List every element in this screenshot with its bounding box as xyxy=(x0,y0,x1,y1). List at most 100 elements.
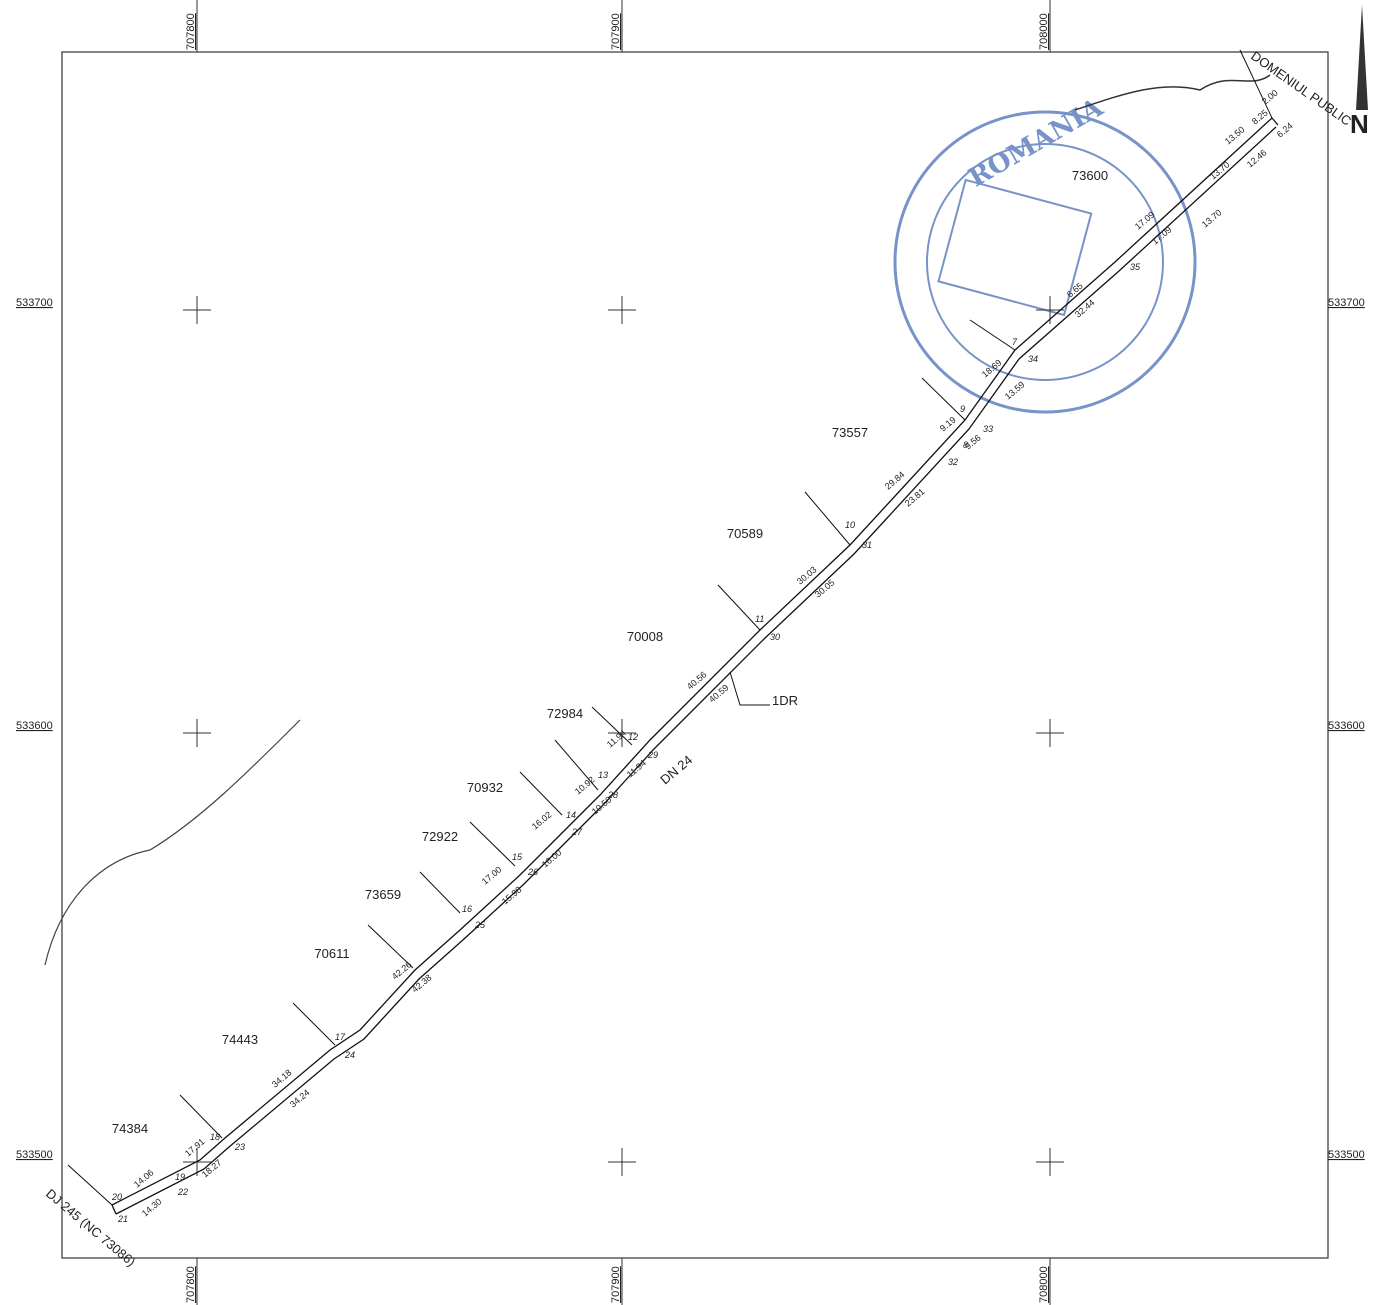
parcel-boundary xyxy=(804,491,851,546)
parcel-boundary xyxy=(179,1094,223,1139)
segment-length: 40.59 xyxy=(707,682,731,704)
parcel-number: 70589 xyxy=(727,526,763,541)
stamp-inner xyxy=(926,143,1164,381)
signature xyxy=(1074,74,1271,111)
segment-length: 34.24 xyxy=(288,1087,312,1109)
parcel-number: 72984 xyxy=(547,706,583,721)
handwriting xyxy=(44,719,301,966)
segment-length: 42.38 xyxy=(410,972,434,994)
x-coord-label: 707900 xyxy=(610,13,622,50)
y-coord-label: 533600 xyxy=(1328,720,1365,732)
point-number: 22 xyxy=(177,1187,188,1197)
point-number: 10 xyxy=(845,520,855,530)
parcel-boundary xyxy=(1239,49,1273,119)
road-edge-south xyxy=(115,126,1277,1215)
point-number: 12 xyxy=(628,732,638,742)
parcel-boundary xyxy=(469,821,516,867)
point-number: 15 xyxy=(512,852,523,862)
x-coord-label: 708000 xyxy=(1038,13,1050,50)
parcel-boundary xyxy=(419,871,461,914)
segment-length: 34.18 xyxy=(270,1067,294,1089)
stamp-emblem xyxy=(937,178,1093,317)
parcel-boundary xyxy=(367,924,414,969)
point-number: 23 xyxy=(234,1142,245,1152)
parcel-number: 74443 xyxy=(222,1032,258,1047)
segment-length: 2.00 xyxy=(1260,88,1280,107)
y-coord-label: 533700 xyxy=(16,297,53,309)
point-number: 26 xyxy=(527,867,538,877)
parcel-boundary xyxy=(969,319,1016,351)
parcel-number: 73600 xyxy=(1072,168,1108,183)
point-number: 35 xyxy=(1130,262,1141,272)
segment-length: 17.91 xyxy=(183,1136,207,1158)
segment-length: 10.92 xyxy=(573,774,597,796)
segment-length: 12.46 xyxy=(1245,147,1269,169)
parcel-boundary xyxy=(921,377,966,421)
map-frame xyxy=(61,51,1329,1259)
parcel-boundary xyxy=(717,584,761,631)
point-number: 13 xyxy=(598,770,608,780)
parcel-number: 70932 xyxy=(467,780,503,795)
parcel-number: 73557 xyxy=(832,425,868,440)
road-end xyxy=(111,1204,117,1215)
road-edge-north xyxy=(111,117,1273,1206)
segment-length: 18.69 xyxy=(980,357,1004,379)
parcel-number: 70611 xyxy=(314,946,349,961)
y-coord-label: 533500 xyxy=(16,1149,53,1161)
parcel-boundary xyxy=(519,771,563,816)
x-coord-label: 708000 xyxy=(1038,1266,1050,1303)
point-number: 31 xyxy=(862,540,872,550)
segment-length: 17.00 xyxy=(480,864,504,886)
parcel-number: 70008 xyxy=(627,629,663,644)
point-number: 24 xyxy=(344,1050,355,1060)
parcel-boundary xyxy=(554,739,599,791)
x-coord-label: 707800 xyxy=(185,1266,197,1303)
segment-length: 11.94 xyxy=(605,728,628,750)
x-coord-label: 707900 xyxy=(610,1266,622,1303)
point-number: 25 xyxy=(474,920,486,930)
segment-length: 40.56 xyxy=(685,669,709,691)
road-label: DN 24 xyxy=(657,752,695,787)
point-number: 8 xyxy=(963,440,968,450)
segment-length: 13.70 xyxy=(1200,207,1224,229)
segment-length: 11.94 xyxy=(625,758,648,780)
segment-length: 13.59 xyxy=(1003,379,1027,401)
parcel-boundary xyxy=(292,1002,336,1046)
north-label: N xyxy=(1350,109,1369,139)
x-coord-label: 707800 xyxy=(185,13,197,50)
point-number: 30 xyxy=(770,632,780,642)
road-end xyxy=(1271,117,1279,126)
north-arrow xyxy=(1356,5,1368,110)
parcel-number: 72922 xyxy=(422,829,458,844)
point-number: 14 xyxy=(566,810,576,820)
segment-length: 6.24 xyxy=(1275,121,1295,140)
parcel-number: 74384 xyxy=(112,1121,148,1136)
segment-length: 30.05 xyxy=(813,577,837,599)
segment-length: 18.27 xyxy=(200,1157,224,1179)
segment-length: 30.03 xyxy=(795,564,819,586)
point-number: 21 xyxy=(117,1214,128,1224)
stamp: ROMANIA xyxy=(893,92,1197,414)
point-number: 9 xyxy=(960,404,965,414)
point-number: 32 xyxy=(948,457,958,467)
point-number: 33 xyxy=(983,424,993,434)
marker-leader xyxy=(729,671,770,706)
point-number: 16 xyxy=(462,904,472,914)
point-number: 29 xyxy=(647,750,658,760)
segment-length: 42.26 xyxy=(390,959,414,981)
boundary xyxy=(67,1164,113,1206)
y-coord-label: 533500 xyxy=(1328,1149,1365,1161)
parcel-number: 73659 xyxy=(365,887,401,902)
point-number: 28 xyxy=(607,790,618,800)
segment-length: 14.06 xyxy=(132,1167,156,1189)
y-coord-label: 533600 xyxy=(16,720,53,732)
point-number: 34 xyxy=(1028,354,1038,364)
segment-length: 13.50 xyxy=(1223,124,1247,146)
point-number: 11 xyxy=(755,614,764,624)
point-number: 20 xyxy=(111,1192,122,1202)
point-number: 18 xyxy=(210,1132,220,1142)
point-number: 7 xyxy=(1012,337,1018,347)
point-number: 17 xyxy=(335,1032,346,1042)
segment-length: 32.44 xyxy=(1073,297,1097,319)
